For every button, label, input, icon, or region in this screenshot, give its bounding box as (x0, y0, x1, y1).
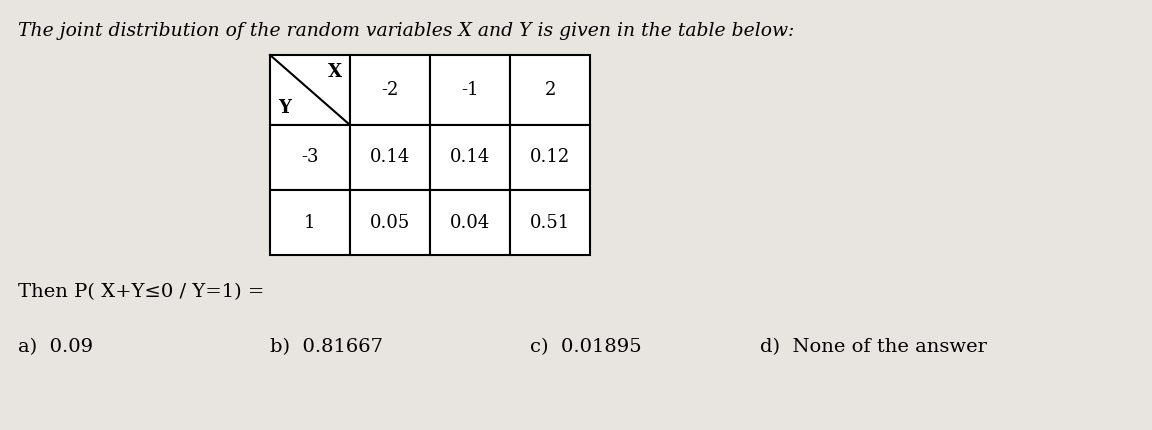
Bar (270, 190, 350, 255)
Text: 1: 1 (304, 214, 316, 231)
Bar (350, 190, 430, 255)
Text: X: X (328, 63, 342, 81)
Bar (350, 55, 430, 125)
Text: -1: -1 (461, 81, 479, 99)
Text: 0.05: 0.05 (370, 214, 410, 231)
Text: 0.14: 0.14 (450, 148, 490, 166)
Bar (510, 125, 590, 190)
Text: 0.12: 0.12 (530, 148, 570, 166)
Bar (270, 55, 350, 125)
Text: c)  0.01895: c) 0.01895 (530, 338, 642, 356)
Text: 0.04: 0.04 (450, 214, 490, 231)
Bar (510, 190, 590, 255)
Text: -2: -2 (381, 81, 399, 99)
Bar (430, 125, 510, 190)
Bar (350, 125, 430, 190)
Text: Y: Y (278, 99, 290, 117)
Text: -3: -3 (302, 148, 319, 166)
Bar (430, 190, 510, 255)
Text: 2: 2 (544, 81, 555, 99)
Text: Then P( X+Y≤0 / Y=1) =: Then P( X+Y≤0 / Y=1) = (18, 283, 264, 301)
Text: 0.51: 0.51 (530, 214, 570, 231)
Text: d)  None of the answer: d) None of the answer (760, 338, 987, 356)
Bar (510, 55, 590, 125)
Text: b)  0.81667: b) 0.81667 (270, 338, 382, 356)
Text: The joint distribution of the random variables X and Y is given in the table bel: The joint distribution of the random var… (18, 22, 795, 40)
Bar (430, 55, 510, 125)
Text: 0.14: 0.14 (370, 148, 410, 166)
Bar (270, 125, 350, 190)
Text: a)  0.09: a) 0.09 (18, 338, 93, 356)
